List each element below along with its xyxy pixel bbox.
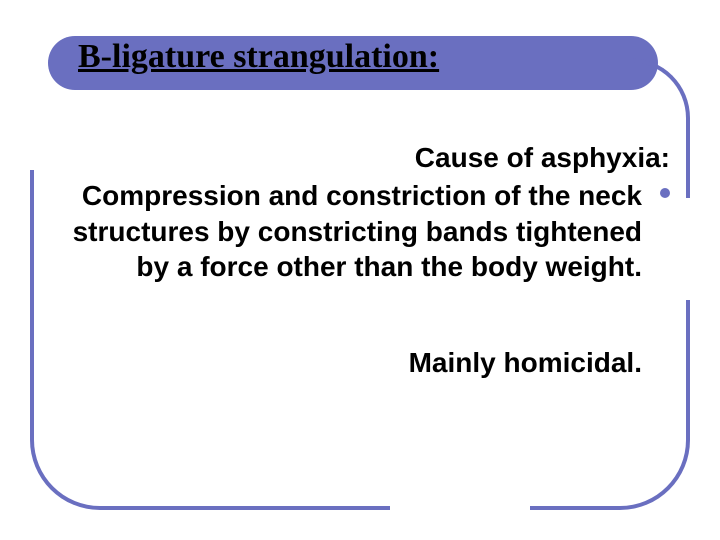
bullet-text: Compression and constriction of the neck… xyxy=(70,178,642,285)
lead-line: Cause of asphyxia: xyxy=(70,140,670,176)
bullet-item: Compression and constriction of the neck… xyxy=(70,178,670,285)
bullet-icon xyxy=(660,188,670,198)
body-text: Cause of asphyxia: Compression and const… xyxy=(70,140,670,381)
tail-line: Mainly homicidal. xyxy=(70,345,670,381)
slide: B-ligature strangulation: Cause of asphy… xyxy=(0,0,720,540)
slide-title: B-ligature strangulation: xyxy=(78,38,439,76)
